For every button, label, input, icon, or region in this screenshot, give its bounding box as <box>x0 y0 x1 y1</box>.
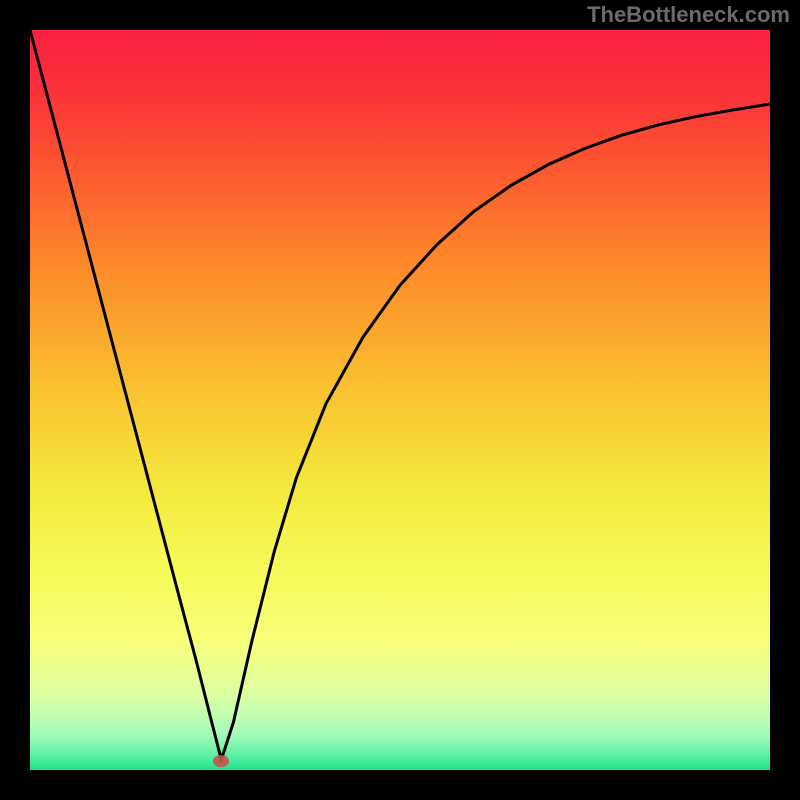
minimum-marker <box>213 755 229 767</box>
plot-area <box>30 30 770 770</box>
chart-canvas: TheBottleneck.com <box>0 0 800 800</box>
watermark-label: TheBottleneck.com <box>587 2 790 28</box>
gradient-background <box>30 30 770 770</box>
plot-svg <box>30 30 770 770</box>
